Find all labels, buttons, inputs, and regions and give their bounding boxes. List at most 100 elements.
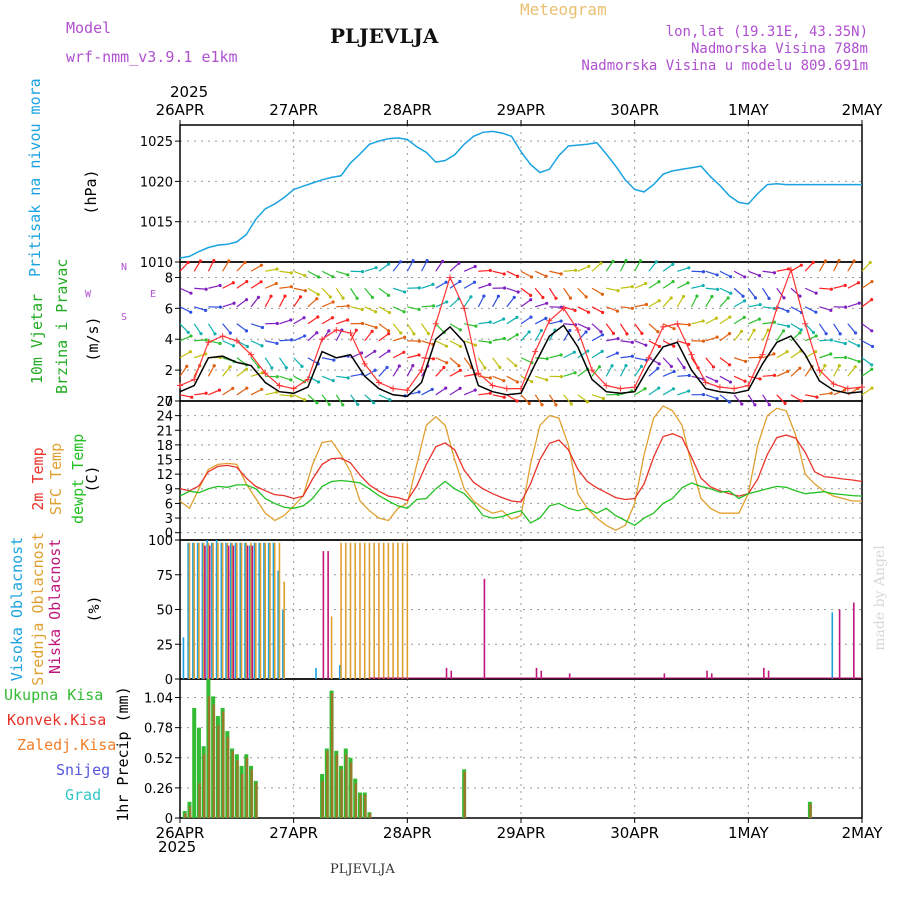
wind-arrow (634, 282, 646, 289)
wind-arrow-head (231, 386, 235, 390)
wind-gust-marker (404, 387, 411, 394)
wind-arrow (748, 304, 761, 308)
date-label-bottom: 27APR (269, 824, 318, 842)
precip-bar-conv (359, 794, 362, 818)
wind-arrow-head (289, 338, 294, 342)
wind-arrow-head (715, 379, 719, 383)
wind-arrow-head (189, 291, 193, 295)
wind-arrow (634, 260, 641, 272)
wind-arrow (747, 329, 755, 342)
wind-arrow-head (327, 402, 331, 407)
wind-arrow (577, 368, 588, 377)
precip-bar-conv (321, 780, 324, 818)
pressure-ytick-label: 1010 (140, 256, 173, 271)
wind-gust-marker (589, 367, 596, 374)
wind-arrow (833, 389, 845, 396)
wind-arrow-head (444, 280, 448, 284)
wind-arrow-head (231, 344, 236, 348)
wind-arrow-head (772, 373, 777, 377)
wind-arrow-head (611, 259, 615, 263)
wind-arrow (421, 260, 428, 272)
wind-arrow-head (417, 339, 421, 343)
wind-arrow (279, 270, 292, 274)
wind-arrow (620, 306, 633, 309)
wind-arrow-head (228, 365, 232, 369)
wind-arrow (435, 357, 447, 364)
wind-arrow-head (728, 315, 732, 319)
wind-arrow-head (625, 332, 629, 336)
wind-arrow-head (411, 259, 415, 263)
dewpt-temp-line (179, 479, 863, 527)
precip-bar-conv (330, 692, 334, 818)
wind-arrow-head (496, 294, 500, 298)
wind-arrow-head (204, 338, 208, 342)
wind-arrow (506, 316, 518, 325)
wind-arrow-head (640, 331, 644, 335)
wind-arrow (378, 323, 389, 332)
wind-arrow-head (289, 271, 293, 275)
wind-arrow-head (316, 315, 320, 319)
wind-arrow-head (302, 316, 306, 320)
precip-bar-conv (255, 783, 258, 818)
wind-arrow (435, 387, 447, 396)
wind-arrow (804, 306, 817, 313)
wind-arrow-head (857, 301, 861, 305)
wind-arrow-head (611, 331, 616, 335)
cloud-bar-mid (397, 542, 399, 679)
wind-arrow-head (373, 368, 377, 372)
wind-arrow-head (714, 316, 718, 320)
wind-gust-marker (191, 376, 198, 383)
wind-arrow-head (669, 296, 673, 300)
wind-arrow (534, 270, 547, 277)
wind-arrow (492, 375, 504, 382)
cloud-bar-mid (264, 542, 267, 679)
wind-arrow-head (514, 364, 518, 368)
wind-arrow-head (259, 280, 263, 284)
wind-arrow (364, 323, 377, 329)
wind-arrow (293, 287, 306, 292)
wind-arrow (790, 350, 802, 359)
cloud-bar-high (253, 542, 256, 679)
wind-arrow (179, 335, 192, 342)
wind-arrow-head (473, 343, 477, 347)
wind-arrow-head (554, 403, 558, 407)
wind-arrow (719, 333, 730, 342)
wind-arrow-head (360, 270, 365, 274)
wind-arrow-head (681, 294, 686, 299)
wind-arrow-head (327, 329, 331, 333)
cloud-bar-low (322, 551, 325, 679)
wind-arrow-head (829, 352, 833, 356)
cloud-bar-high (831, 612, 834, 679)
wind-arrow-head (374, 266, 378, 270)
wind-gust-marker (489, 382, 496, 389)
wind-arrow (350, 373, 363, 377)
wind-arrow-head (331, 275, 335, 279)
wind-arrow (535, 375, 547, 381)
wind-arrow (591, 262, 602, 272)
wind-arrow-head (584, 295, 588, 299)
wind-arrow (265, 268, 278, 272)
wind-arrow (620, 340, 633, 343)
wind-arrow (250, 340, 263, 347)
wind-arrow-head (316, 292, 320, 296)
wind-arrow-head (644, 281, 648, 286)
temperature-ytick-label: 18 (156, 439, 173, 454)
wind-arrow-head (473, 264, 477, 269)
wind-gust-marker (375, 379, 382, 386)
wind-arrow (293, 335, 305, 342)
cloud-bar-high (258, 542, 261, 679)
pressure-line (179, 130, 862, 259)
wind-arrow-head (275, 321, 279, 326)
wind-arrow-head (426, 332, 430, 336)
wind-arrow (847, 323, 856, 334)
wind-arrow (805, 394, 818, 398)
wind-arrow (563, 323, 576, 326)
wind-gust-marker (262, 370, 269, 377)
wind-arrow-head (786, 324, 791, 328)
wind-arrow-head (431, 357, 436, 361)
wind-arrow (790, 306, 802, 313)
date-label-top: 30APR (610, 101, 659, 119)
wind-arrow (776, 287, 785, 299)
wind-arrow-head (402, 335, 407, 339)
wind-arrow-head (656, 330, 660, 334)
